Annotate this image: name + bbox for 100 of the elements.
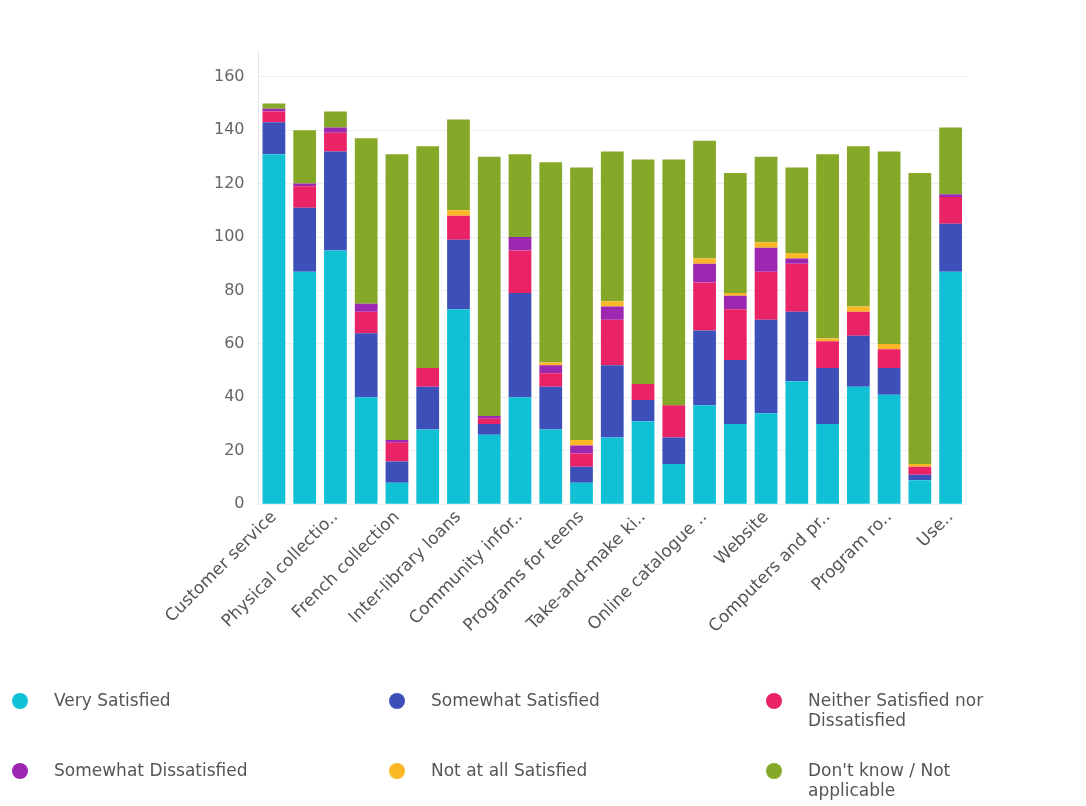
x-tick-label: Use.. xyxy=(912,506,957,551)
bar xyxy=(570,167,593,441)
legend-label: Somewhat Satisfied xyxy=(431,690,600,710)
y-tick-label: 40 xyxy=(224,386,245,406)
bar xyxy=(324,151,347,251)
bar xyxy=(600,365,624,438)
bar xyxy=(877,151,901,344)
bar xyxy=(293,207,317,272)
bar xyxy=(693,282,716,331)
bar xyxy=(447,215,470,240)
bar xyxy=(908,464,932,467)
bar xyxy=(816,424,839,504)
bar xyxy=(570,445,593,454)
bar xyxy=(385,154,409,441)
bar xyxy=(785,253,809,259)
bar xyxy=(877,349,901,368)
bar xyxy=(600,319,624,366)
bar xyxy=(447,119,470,211)
bar xyxy=(723,295,747,310)
bar xyxy=(477,416,501,419)
bar xyxy=(693,258,716,264)
bar xyxy=(816,341,839,368)
bar xyxy=(324,250,347,504)
bar xyxy=(846,311,870,336)
bar xyxy=(877,367,901,395)
bar xyxy=(262,122,286,155)
bar xyxy=(600,301,624,307)
bar xyxy=(662,159,686,406)
bar xyxy=(416,429,440,504)
bar xyxy=(508,250,532,294)
bar xyxy=(908,466,932,475)
bar xyxy=(447,210,470,216)
bar xyxy=(754,247,778,272)
bar xyxy=(324,111,347,128)
bar xyxy=(693,330,716,406)
bar xyxy=(693,140,716,259)
bar xyxy=(754,319,778,414)
bar xyxy=(385,442,409,462)
bar xyxy=(754,413,778,504)
bar xyxy=(754,271,778,320)
bar xyxy=(939,127,962,195)
bar xyxy=(662,437,686,465)
bar xyxy=(908,474,932,481)
bar xyxy=(631,399,655,422)
bar xyxy=(477,424,501,435)
bar xyxy=(447,309,470,504)
y-tick-label: 20 xyxy=(224,439,245,459)
bar xyxy=(846,146,870,307)
bar xyxy=(662,464,686,504)
legend-label: Don't know / Not applicable xyxy=(808,760,952,800)
bar xyxy=(785,263,809,312)
bar xyxy=(539,386,563,430)
bar xyxy=(354,333,378,398)
y-tick-label: 60 xyxy=(224,333,245,353)
bar xyxy=(508,237,532,251)
bar xyxy=(570,453,593,467)
bar xyxy=(508,293,532,398)
bar xyxy=(785,167,809,254)
y-tick-label: 120 xyxy=(213,172,245,192)
bar xyxy=(846,335,870,387)
bar xyxy=(816,154,839,339)
bar xyxy=(631,421,655,504)
legend-label: Neither Satisfied nor Dissatisfied xyxy=(808,690,985,730)
bar xyxy=(570,440,593,446)
bar xyxy=(416,367,440,387)
bar xyxy=(846,306,870,312)
bar xyxy=(447,239,470,310)
bar xyxy=(754,242,778,248)
bar xyxy=(631,383,655,400)
bar xyxy=(908,480,932,504)
y-tick-label: 140 xyxy=(213,119,245,139)
bar xyxy=(354,138,378,304)
bar xyxy=(723,172,747,294)
bar xyxy=(416,386,440,430)
bar xyxy=(539,429,563,504)
bar xyxy=(385,461,409,483)
bar xyxy=(939,194,962,197)
bar xyxy=(539,162,563,363)
bar xyxy=(324,127,347,133)
bar xyxy=(354,397,378,504)
bar xyxy=(846,386,870,504)
bar xyxy=(723,424,747,504)
bar xyxy=(877,394,901,504)
bar xyxy=(262,154,286,504)
bar xyxy=(570,482,593,504)
bar xyxy=(354,311,378,334)
bar xyxy=(416,146,440,368)
bar xyxy=(600,306,624,320)
bar xyxy=(324,132,347,152)
bar xyxy=(723,359,747,425)
bar xyxy=(539,373,563,387)
bar xyxy=(570,466,593,483)
bar xyxy=(754,156,778,243)
bar xyxy=(723,293,747,296)
bar xyxy=(723,309,747,360)
bar xyxy=(662,405,686,438)
legend-label: Not at all Satisfied xyxy=(431,760,588,780)
bar xyxy=(539,365,563,374)
bar xyxy=(631,159,655,384)
bar xyxy=(508,397,532,504)
